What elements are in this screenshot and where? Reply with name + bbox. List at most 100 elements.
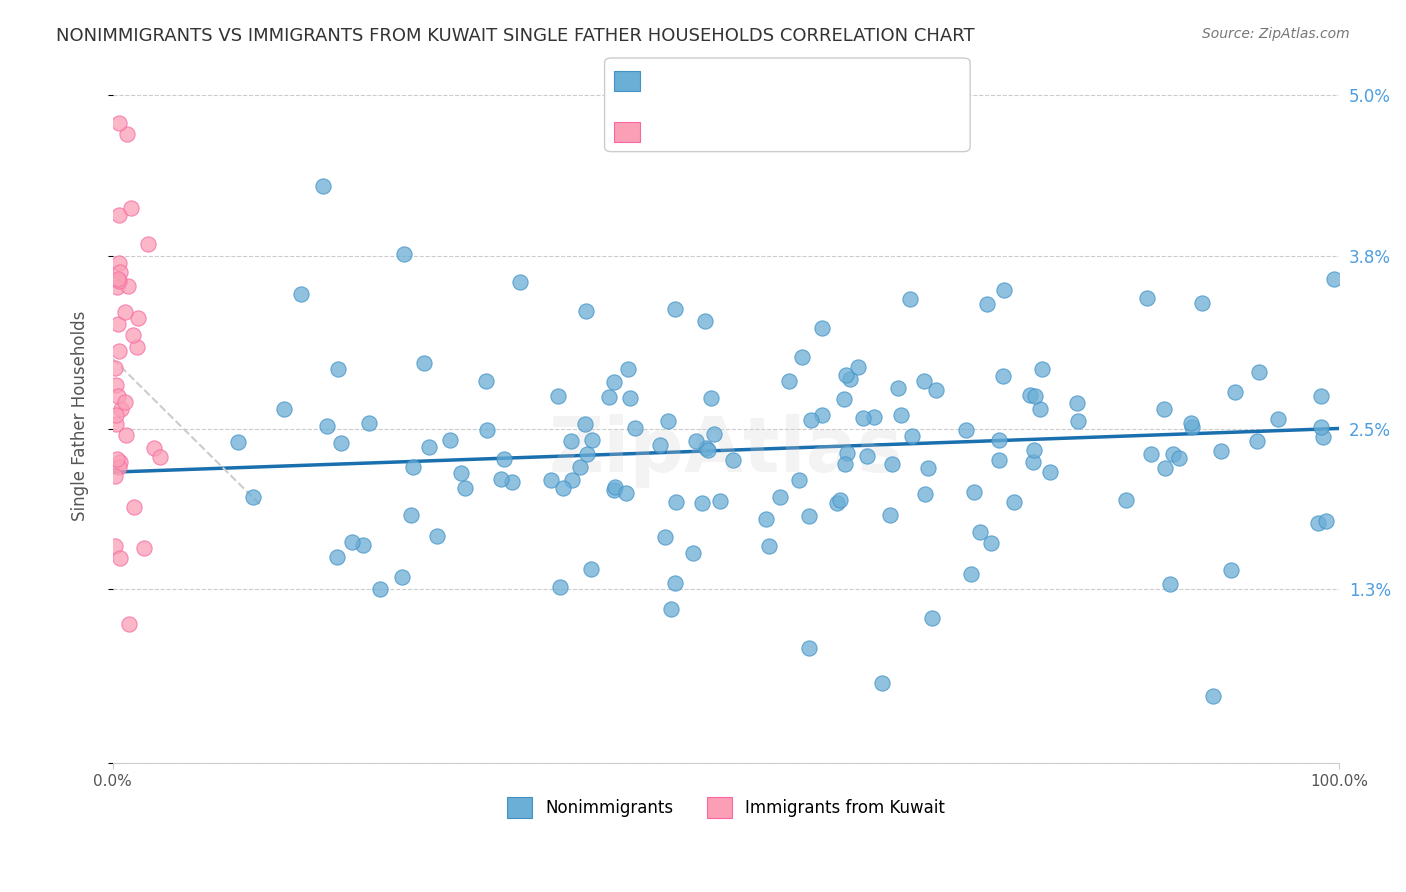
- Point: [921, 611, 943, 625]
- Point: [579, 562, 602, 576]
- Point: [569, 460, 592, 475]
- Point: [368, 582, 391, 596]
- Point: [115, 427, 138, 442]
- Point: [117, 279, 139, 293]
- Point: [114, 394, 136, 409]
- Point: [326, 550, 349, 565]
- Y-axis label: Single Father Households: Single Father Households: [72, 310, 89, 521]
- Point: [581, 433, 603, 447]
- Point: [120, 202, 142, 216]
- Point: [991, 368, 1014, 383]
- Point: [149, 450, 172, 464]
- Point: [108, 459, 131, 474]
- Point: [1312, 430, 1334, 444]
- Point: [107, 274, 129, 288]
- Point: [879, 508, 901, 522]
- Point: [969, 525, 991, 540]
- Point: [290, 287, 312, 301]
- Point: [839, 372, 862, 386]
- Point: [758, 539, 780, 553]
- Point: [856, 450, 879, 464]
- Point: [603, 480, 626, 494]
- Text: Source: ZipAtlas.com: Source: ZipAtlas.com: [1202, 27, 1350, 41]
- Point: [108, 265, 131, 279]
- Point: [394, 247, 416, 261]
- Point: [107, 318, 129, 332]
- Point: [887, 381, 910, 395]
- Point: [825, 496, 848, 510]
- Point: [834, 457, 856, 471]
- Point: [700, 391, 723, 405]
- Point: [352, 538, 374, 552]
- Point: [623, 421, 645, 435]
- Point: [1223, 384, 1246, 399]
- Point: [105, 451, 128, 466]
- Point: [330, 436, 353, 450]
- Point: [1154, 461, 1177, 475]
- Point: [105, 377, 128, 392]
- Point: [617, 361, 640, 376]
- Point: [1267, 411, 1289, 425]
- Point: [540, 473, 562, 487]
- Point: [439, 433, 461, 447]
- Point: [603, 375, 626, 389]
- Point: [1039, 465, 1062, 479]
- Point: [453, 481, 475, 495]
- Point: [1161, 447, 1184, 461]
- Point: [1323, 271, 1346, 285]
- Text: R =: R =: [628, 71, 659, 89]
- Point: [912, 374, 935, 388]
- Point: [924, 384, 946, 398]
- Point: [108, 115, 131, 129]
- Point: [603, 483, 626, 497]
- Point: [1029, 401, 1052, 416]
- Point: [1181, 419, 1204, 434]
- Point: [108, 454, 131, 468]
- Point: [721, 453, 744, 467]
- Point: [993, 283, 1015, 297]
- Point: [1246, 434, 1268, 448]
- Point: [127, 340, 149, 354]
- Point: [426, 529, 449, 543]
- Point: [450, 466, 472, 480]
- Text: -0.096: -0.096: [703, 122, 762, 140]
- Point: [418, 440, 440, 454]
- Point: [797, 508, 820, 523]
- Point: [917, 460, 939, 475]
- Point: [799, 640, 821, 655]
- Point: [976, 297, 998, 311]
- Point: [1139, 446, 1161, 460]
- Point: [121, 328, 143, 343]
- Point: [1306, 516, 1329, 530]
- Point: [1002, 495, 1025, 509]
- Point: [312, 178, 335, 193]
- Point: [122, 500, 145, 514]
- Point: [575, 304, 598, 318]
- Point: [778, 374, 800, 388]
- Point: [650, 438, 672, 452]
- Point: [755, 511, 778, 525]
- Point: [619, 391, 641, 405]
- Point: [104, 539, 127, 553]
- Point: [955, 423, 977, 437]
- Point: [852, 411, 875, 425]
- Point: [1066, 396, 1088, 410]
- Point: [901, 429, 924, 443]
- Point: [898, 292, 921, 306]
- Point: [391, 570, 413, 584]
- Point: [914, 487, 936, 501]
- Point: [1315, 514, 1337, 528]
- Point: [987, 433, 1010, 447]
- Point: [1211, 444, 1233, 458]
- Point: [837, 446, 859, 460]
- Point: [477, 424, 499, 438]
- Point: [547, 389, 569, 403]
- Point: [560, 434, 582, 449]
- Point: [1167, 450, 1189, 465]
- Point: [703, 426, 725, 441]
- Point: [769, 490, 792, 504]
- Point: [988, 452, 1011, 467]
- Point: [1031, 362, 1053, 376]
- Point: [890, 408, 912, 422]
- Point: [509, 275, 531, 289]
